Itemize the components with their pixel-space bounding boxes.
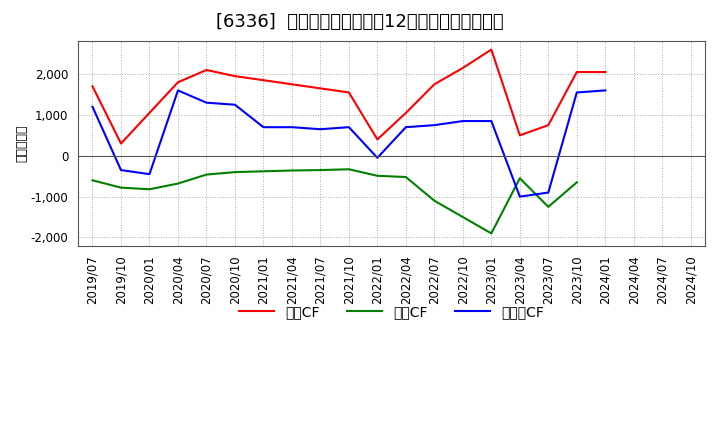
営業CF bbox=[145, 110, 154, 116]
フリーCF bbox=[316, 127, 325, 132]
フリーCF bbox=[345, 125, 354, 130]
フリーCF bbox=[459, 118, 467, 124]
営業CF bbox=[516, 133, 524, 138]
投資CF bbox=[544, 204, 553, 209]
フリーCF bbox=[230, 102, 239, 107]
フリーCF bbox=[145, 172, 154, 177]
投資CF bbox=[402, 174, 410, 180]
営業CF bbox=[287, 82, 296, 87]
フリーCF bbox=[88, 104, 96, 110]
フリーCF bbox=[601, 88, 610, 93]
投資CF bbox=[117, 185, 125, 190]
営業CF bbox=[345, 90, 354, 95]
投資CF bbox=[287, 168, 296, 173]
Line: フリーCF: フリーCF bbox=[92, 90, 606, 197]
営業CF bbox=[316, 86, 325, 91]
営業CF bbox=[202, 67, 211, 73]
営業CF bbox=[487, 47, 495, 52]
営業CF bbox=[459, 65, 467, 70]
投資CF bbox=[145, 187, 154, 192]
営業CF bbox=[117, 141, 125, 146]
投資CF bbox=[430, 198, 438, 203]
投資CF bbox=[174, 181, 182, 186]
Line: 投資CF: 投資CF bbox=[92, 169, 577, 233]
投資CF bbox=[459, 214, 467, 220]
営業CF bbox=[259, 77, 268, 83]
Line: 営業CF: 営業CF bbox=[92, 50, 606, 143]
フリーCF bbox=[516, 194, 524, 199]
Text: [6336]  キャッシュフローの12か月移動合計の推移: [6336] キャッシュフローの12か月移動合計の推移 bbox=[216, 13, 504, 31]
フリーCF bbox=[202, 100, 211, 105]
営業CF bbox=[402, 110, 410, 116]
営業CF bbox=[430, 82, 438, 87]
営業CF bbox=[88, 84, 96, 89]
営業CF bbox=[373, 137, 382, 142]
投資CF bbox=[572, 180, 581, 185]
フリーCF bbox=[544, 190, 553, 195]
投資CF bbox=[516, 176, 524, 181]
フリーCF bbox=[117, 168, 125, 173]
投資CF bbox=[345, 167, 354, 172]
営業CF bbox=[544, 122, 553, 128]
営業CF bbox=[174, 80, 182, 85]
フリーCF bbox=[287, 125, 296, 130]
投資CF bbox=[259, 169, 268, 174]
フリーCF bbox=[487, 118, 495, 124]
営業CF bbox=[572, 70, 581, 75]
営業CF bbox=[230, 73, 239, 79]
フリーCF bbox=[572, 90, 581, 95]
投資CF bbox=[202, 172, 211, 177]
フリーCF bbox=[259, 125, 268, 130]
フリーCF bbox=[402, 125, 410, 130]
投資CF bbox=[230, 169, 239, 175]
投資CF bbox=[88, 178, 96, 183]
Legend: 営業CF, 投資CF, フリーCF: 営業CF, 投資CF, フリーCF bbox=[233, 299, 549, 324]
投資CF bbox=[373, 173, 382, 179]
フリーCF bbox=[430, 122, 438, 128]
投資CF bbox=[487, 231, 495, 236]
フリーCF bbox=[373, 155, 382, 161]
営業CF bbox=[601, 70, 610, 75]
フリーCF bbox=[174, 88, 182, 93]
投資CF bbox=[316, 168, 325, 173]
Y-axis label: （百万円）: （百万円） bbox=[15, 125, 28, 162]
